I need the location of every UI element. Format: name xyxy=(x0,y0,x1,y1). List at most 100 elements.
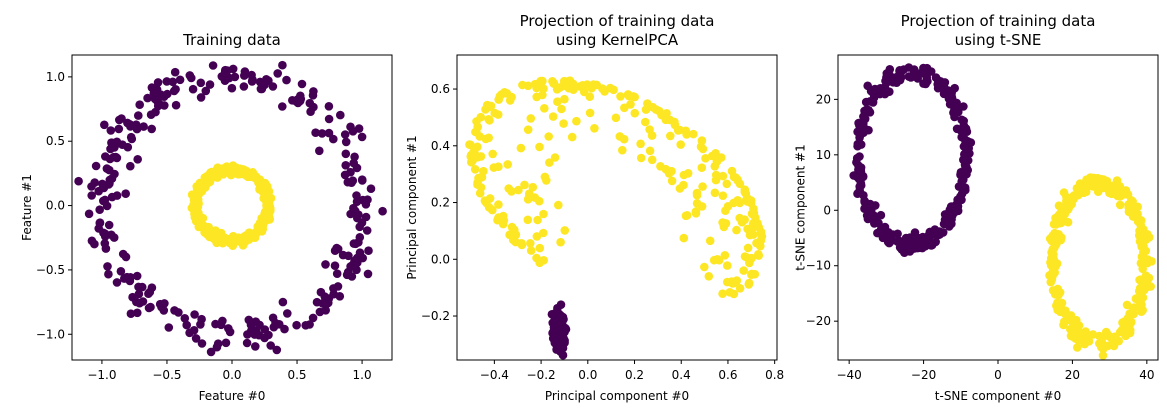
x-tick-label: −1.0 xyxy=(87,368,116,382)
scatter-point xyxy=(711,149,720,158)
scatter-point xyxy=(225,327,235,337)
scatter-point xyxy=(647,155,657,165)
scatter-point xyxy=(110,143,119,152)
x-tick-label: 0.4 xyxy=(672,368,691,382)
scatter-point xyxy=(740,187,750,197)
y-axis-label: t-SNE component #1 xyxy=(793,144,807,270)
scatter-point xyxy=(125,120,135,129)
scatter-point xyxy=(206,347,216,357)
scatter-point xyxy=(266,341,276,350)
scatter-point xyxy=(1087,173,1096,183)
scatter-point xyxy=(666,131,675,141)
scatter-point xyxy=(484,133,494,143)
scatter-point xyxy=(128,292,137,302)
subplot-1: −1.0 −0.5 0.0 0.5 1.0 −1.0 −0.5 0.0 0.5 1.0 Featur… xyxy=(20,31,393,403)
scatter-point xyxy=(558,312,568,322)
scatter-point xyxy=(123,142,133,152)
scatter-point xyxy=(329,134,338,144)
scatter-point xyxy=(725,288,735,297)
scatter-point xyxy=(735,284,745,293)
scatter-point xyxy=(315,307,325,317)
scatter-point xyxy=(485,194,495,203)
scatter-point xyxy=(329,284,338,293)
scatter-point xyxy=(704,272,714,281)
scatter-point xyxy=(1080,332,1090,342)
scatter-point xyxy=(882,73,891,82)
scatter-point xyxy=(539,209,548,219)
scatter-point xyxy=(362,226,372,235)
scatter-point xyxy=(1052,290,1062,299)
scatter-point xyxy=(185,328,194,338)
scatter-point xyxy=(692,190,702,200)
scatter-point xyxy=(611,113,621,123)
subplot-2: −0.4 −0.2 0.0 0.2 0.4 0.6 0.8 −0.2 0.0 0.2 0.4 0.6 P… xyxy=(405,12,784,403)
scatter-point xyxy=(350,152,359,162)
scatter-point xyxy=(525,189,534,198)
scatter-point xyxy=(256,84,266,94)
scatter-point xyxy=(1137,307,1146,317)
scatter-point xyxy=(681,211,691,221)
scatter-point xyxy=(483,100,492,110)
scatter-point xyxy=(535,142,544,152)
scatter-point xyxy=(126,309,136,319)
scatter-point xyxy=(959,182,969,192)
y-tick-label: 0.5 xyxy=(46,134,65,148)
scatter-point xyxy=(196,78,206,88)
scatter-point xyxy=(719,219,729,228)
scatter-point xyxy=(643,99,652,108)
scatter-point xyxy=(959,102,968,111)
scatter-point xyxy=(1099,175,1108,184)
scatter-point xyxy=(957,195,966,205)
scatter-point xyxy=(135,100,144,109)
scatter-point xyxy=(630,108,640,118)
scatter-point xyxy=(853,141,862,151)
scatter-point xyxy=(854,174,864,184)
scatter-point xyxy=(852,153,862,163)
scatter-point xyxy=(921,241,930,251)
scatter-point xyxy=(1052,235,1062,244)
scatter-point xyxy=(121,189,130,198)
scatter-point xyxy=(196,320,205,329)
scatter-point xyxy=(575,82,584,91)
scatter-point xyxy=(333,244,343,254)
scatter-point xyxy=(278,297,288,307)
scatter-point xyxy=(692,199,702,208)
scatter-point xyxy=(366,184,376,193)
scatter-point xyxy=(197,339,207,348)
scatter-point xyxy=(146,302,155,312)
scatter-point xyxy=(904,234,913,244)
scatter-point xyxy=(510,225,519,235)
scatter-point xyxy=(900,248,909,257)
scatter-point xyxy=(353,213,362,223)
chart-title: Projection of training data xyxy=(520,12,715,30)
scatter-point xyxy=(1121,331,1130,341)
scatter-point xyxy=(335,292,345,301)
scatter-point xyxy=(885,87,894,96)
scatter-point xyxy=(352,197,362,206)
scatter-point xyxy=(665,115,675,125)
scatter-point xyxy=(1052,301,1061,311)
scatter-point xyxy=(104,220,114,230)
scatter-point xyxy=(378,206,387,216)
scatter-point xyxy=(348,127,358,136)
scatter-point xyxy=(868,211,878,221)
scatter-point xyxy=(132,271,142,281)
scatter-point xyxy=(705,236,715,246)
scatter-point xyxy=(554,330,564,339)
scatter-point xyxy=(145,287,155,297)
scatter-point xyxy=(309,87,318,96)
scatter-point xyxy=(913,74,922,83)
scatter-point xyxy=(112,278,122,287)
scatter-point xyxy=(349,158,359,168)
scatter-point xyxy=(282,75,291,85)
scatter-point xyxy=(679,170,689,180)
scatter-point xyxy=(104,180,113,189)
scatter-point xyxy=(473,178,482,187)
scatter-point xyxy=(553,303,562,313)
x-tick-label: 0.8 xyxy=(765,368,784,382)
scatter-point xyxy=(336,110,345,120)
scatter-point xyxy=(876,225,886,235)
scatter-point xyxy=(700,262,709,272)
scatter-point xyxy=(346,262,355,271)
scatter-point xyxy=(865,97,875,106)
